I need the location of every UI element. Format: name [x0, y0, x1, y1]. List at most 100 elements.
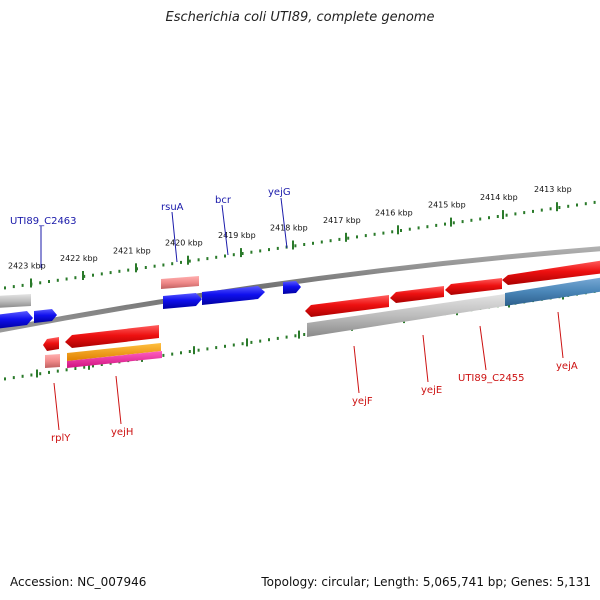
ruler-major-tick: [246, 338, 248, 347]
feature-rplY-rna[interactable]: [45, 354, 60, 368]
feature-yejH-orange[interactable]: [67, 343, 161, 361]
feature-rplY[interactable]: [43, 337, 59, 351]
leader-UTI89_C2455: [479, 325, 487, 371]
ruler-dot: [549, 207, 552, 211]
feature-UTI89_C2455[interactable]: [445, 278, 502, 295]
ruler-dot: [400, 229, 402, 232]
ruler-dot: [206, 347, 209, 351]
feature-rsuA-rna[interactable]: [161, 276, 199, 289]
leader-yejG: [280, 197, 288, 249]
feature-yejH-magenta[interactable]: [67, 351, 162, 368]
ruler-dot: [4, 286, 6, 290]
feature-gray-left[interactable]: [0, 294, 31, 308]
ruler-dot: [470, 218, 473, 222]
ruler-major-tick: [88, 361, 90, 370]
genome-backbone: [0, 246, 600, 333]
feature-rsuA[interactable]: [163, 293, 202, 309]
gene-label-UTI89_C2455[interactable]: UTI89_C2455: [458, 373, 525, 384]
ruler-dot: [294, 244, 297, 248]
ruler-dot: [452, 221, 455, 225]
ruler-dot: [356, 235, 358, 239]
ruler-dot: [188, 259, 191, 263]
ruler-dot: [479, 217, 482, 221]
ruler-dot: [382, 231, 385, 235]
ruler-major-tick: [82, 271, 84, 280]
ruler-dot: [488, 216, 490, 220]
ruler-major-tick: [298, 330, 300, 339]
feature-yejA-highlight[interactable]: [505, 277, 600, 306]
ruler-dot: [364, 234, 367, 238]
feature-blue-small[interactable]: [34, 309, 57, 323]
ruler-dot: [373, 232, 376, 236]
leader-rsuA: [171, 211, 178, 263]
ruler-dot: [30, 373, 33, 377]
gene-label-yejA[interactable]: yejA: [556, 361, 578, 372]
gene-label-yejH[interactable]: yejH: [111, 427, 133, 438]
gene-label-yejE[interactable]: yejE: [421, 385, 442, 396]
gene-label-yejF[interactable]: yejF: [352, 396, 373, 407]
gene-label-rplY[interactable]: rplY: [51, 433, 71, 444]
ruler-dot: [241, 252, 244, 255]
ruler-dot: [21, 374, 24, 378]
ruler-dot: [505, 213, 508, 217]
leader-yejA: [557, 311, 564, 359]
ruler-dot: [558, 206, 561, 209]
ruler-dot: [48, 280, 50, 283]
ruler-major-tick: [502, 210, 504, 220]
feature-bcr[interactable]: [202, 286, 265, 305]
ruler-major-tick: [187, 255, 189, 265]
ruler-dot: [92, 273, 94, 277]
ruler-dot: [268, 248, 270, 252]
ruler-dot: [303, 333, 306, 336]
gene-label-UTI89_C2463[interactable]: UTI89_C2463: [10, 216, 77, 227]
ruler-dot: [532, 209, 534, 213]
reverse-gene-labels: rplY yejH yejF yejE UTI89_C2455 yejA: [51, 311, 578, 444]
ruler-dot: [144, 266, 147, 269]
ruler-dot: [224, 254, 226, 258]
ruler-tick-label: 2418 kbp: [270, 224, 308, 233]
scale-ruler-top: 2413 kbp 2414 kbp 2415 kbp 2416 kbp 2417 kbp…: [4, 185, 596, 290]
ruler-dot: [153, 264, 156, 268]
ruler-tick-label: 2416 kbp: [375, 208, 413, 217]
feature-UTI89_C2463[interactable]: [0, 311, 33, 329]
leader-yejE: [422, 334, 429, 383]
feature-yejE[interactable]: [390, 286, 444, 303]
gene-label-rsuA[interactable]: rsuA: [161, 202, 184, 213]
ruler-dot: [56, 369, 59, 373]
ruler-dot: [197, 348, 200, 352]
ruler-dot: [435, 223, 438, 227]
gene-label-bcr[interactable]: bcr: [215, 195, 232, 206]
genome-title: Escherichia coli UTI89, complete genome: [165, 10, 435, 25]
ruler-tick-label: 2414 kbp: [480, 193, 518, 202]
ruler-dot: [444, 222, 446, 226]
ruler-dot: [259, 249, 262, 253]
ruler-dot: [567, 204, 570, 208]
ruler-dot: [206, 257, 209, 261]
feature-gray-band[interactable]: [307, 294, 505, 337]
ruler-dot: [408, 227, 411, 231]
ruler-major-tick: [135, 263, 137, 273]
ruler-dot: [100, 363, 103, 366]
ruler-dot: [118, 269, 121, 273]
ruler-tick-label: 2422 kbp: [60, 254, 98, 263]
ruler-dot: [180, 260, 182, 264]
ruler-dot: [496, 215, 499, 218]
leader-rplY: [53, 382, 60, 431]
ruler-dot: [426, 225, 429, 229]
ruler-dot: [576, 203, 578, 207]
ruler-dot: [127, 268, 130, 272]
feature-yejF[interactable]: [305, 295, 389, 317]
ruler-major-tick: [397, 225, 399, 235]
ruler-dot: [259, 339, 262, 343]
gene-label-yejG[interactable]: yejG: [268, 187, 291, 198]
ruler-major-tick: [193, 346, 195, 355]
ruler-dot: [92, 364, 94, 368]
feature-yejG[interactable]: [283, 281, 301, 294]
ruler-dot: [417, 226, 420, 230]
ruler-dot: [329, 239, 332, 243]
feature-yejH[interactable]: [65, 325, 159, 348]
ruler-dot: [21, 283, 24, 287]
ruler-tick-label: 2417 kbp: [323, 216, 361, 225]
feature-yejA[interactable]: [502, 260, 600, 285]
